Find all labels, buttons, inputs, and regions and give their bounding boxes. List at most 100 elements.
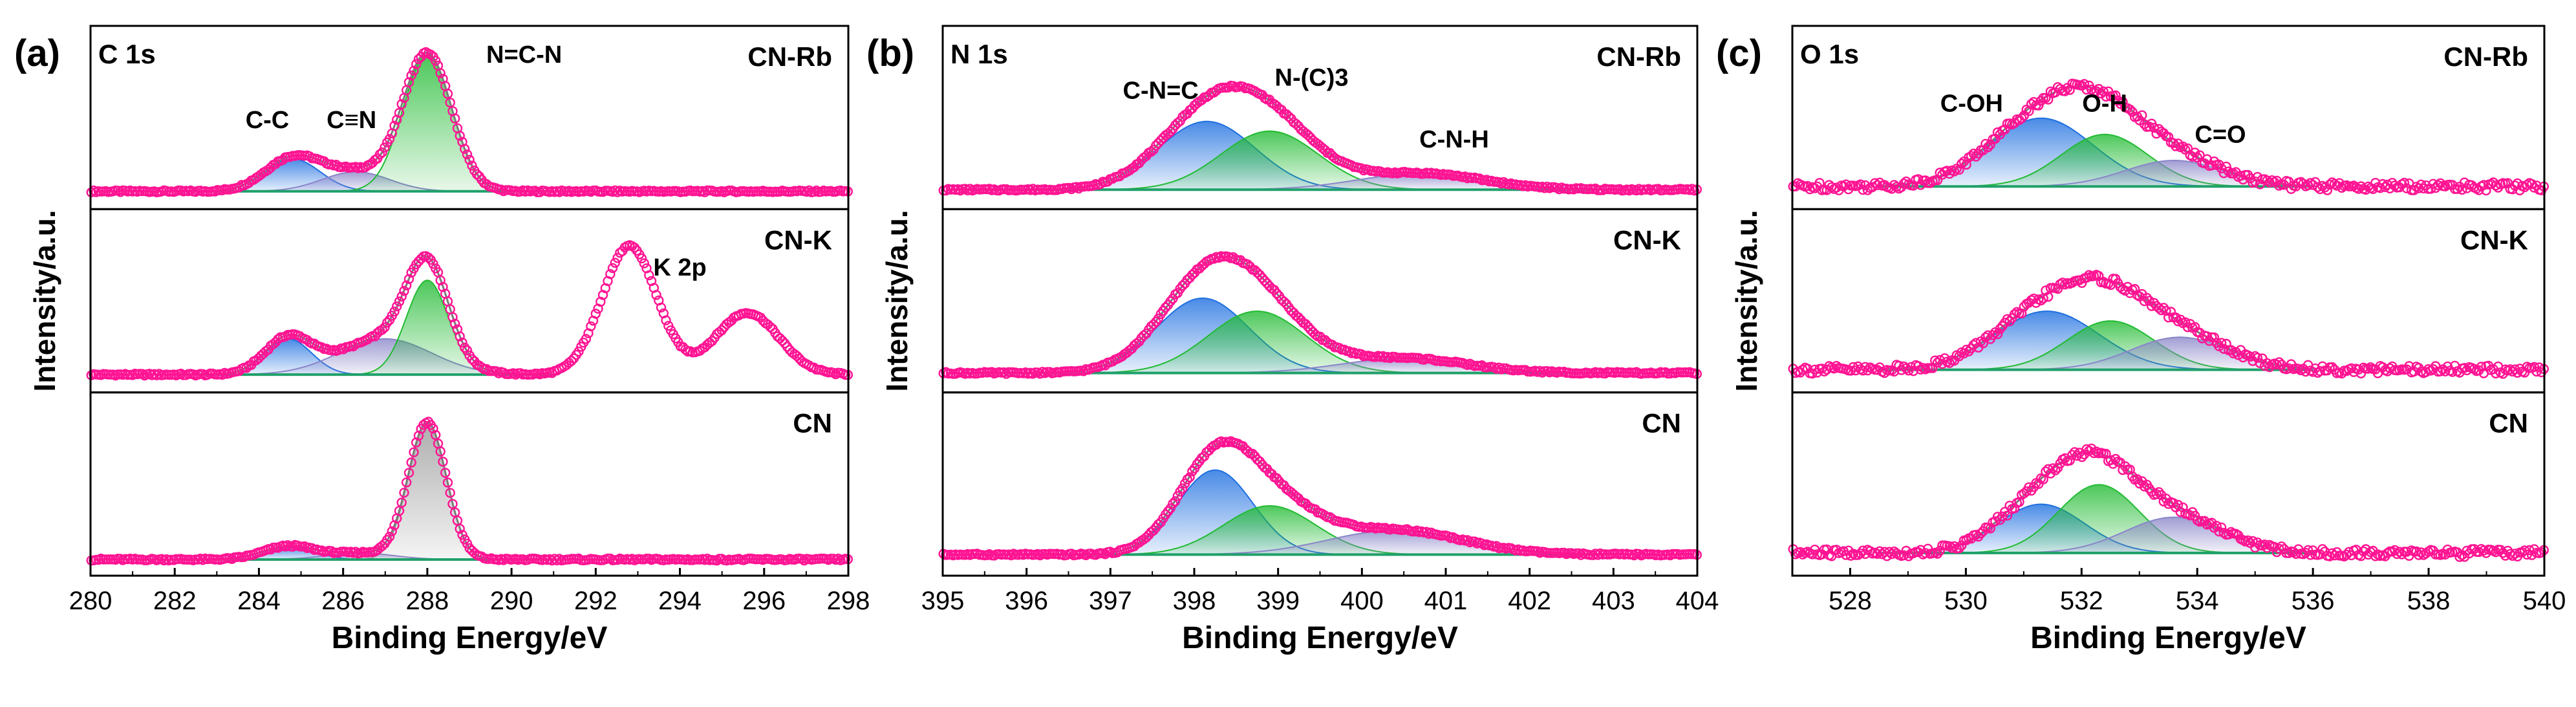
x-tick-label: 296 xyxy=(742,587,786,615)
data-point xyxy=(425,49,436,60)
data-point xyxy=(409,447,419,457)
data-point xyxy=(2291,549,2301,559)
x-axis: 528 530 532 534 536 538 540 xyxy=(1829,568,2566,615)
data-point xyxy=(394,296,405,307)
measured-data-points xyxy=(938,436,1702,561)
data-point xyxy=(2218,343,2229,354)
data-point xyxy=(2072,450,2083,461)
data-point xyxy=(1283,111,1294,122)
x-tick-label: 401 xyxy=(1424,587,1468,615)
data-point xyxy=(2158,496,2169,506)
x-axis-title: Binding Energy/eV xyxy=(332,621,608,655)
data-point xyxy=(2536,547,2547,558)
subpanel-cn-k: CN-K xyxy=(1788,208,2549,394)
data-point xyxy=(1862,185,1873,195)
data-point xyxy=(387,526,397,536)
x-tick-label: 280 xyxy=(69,587,113,615)
data-point xyxy=(2534,362,2544,373)
x-tick-label: 292 xyxy=(574,587,617,615)
data-point xyxy=(1187,270,1197,280)
data-point xyxy=(428,423,438,434)
data-point xyxy=(586,321,596,332)
data-point xyxy=(2248,536,2258,547)
data-point xyxy=(1185,472,1195,483)
x-tick-label: 400 xyxy=(1340,587,1384,615)
data-point xyxy=(435,68,445,78)
data-point xyxy=(2101,91,2111,102)
peak-annotation: C-OH xyxy=(1940,91,2003,118)
data-point xyxy=(2084,446,2094,456)
data-point xyxy=(471,169,482,179)
data-point xyxy=(394,107,405,118)
data-point xyxy=(2271,360,2282,370)
data-point xyxy=(1356,349,1366,360)
subpanel-cn: CN xyxy=(1788,391,2549,577)
data-point xyxy=(423,252,434,263)
data-point xyxy=(661,315,671,325)
x-tick-label: 532 xyxy=(2060,587,2103,615)
data-point xyxy=(377,147,387,158)
data-point xyxy=(2440,366,2451,376)
data-point xyxy=(2171,141,2181,151)
panel-1: CN-Rb C-N=C N-(C)3 C-N-H CN-K CN (b) N 1s 395 396… xyxy=(866,25,1719,655)
data-point xyxy=(2368,184,2378,194)
data-point xyxy=(2224,529,2234,539)
measured-data-points xyxy=(86,47,853,197)
data-point xyxy=(2077,451,2087,462)
data-point xyxy=(1884,547,1894,557)
data-point xyxy=(2305,178,2316,188)
data-point xyxy=(1168,499,1178,509)
x-tick-label: 404 xyxy=(1676,587,1719,615)
data-point xyxy=(2394,547,2405,557)
data-point xyxy=(1170,496,1181,506)
data-point xyxy=(1257,272,1267,283)
data-point xyxy=(2209,332,2220,343)
y-axis-title: Intensity/a.u. xyxy=(1730,210,1763,391)
data-point xyxy=(1937,358,1948,369)
sample-label: CN xyxy=(2489,408,2528,439)
data-point xyxy=(403,274,414,285)
data-point xyxy=(2180,317,2191,327)
data-point xyxy=(2259,361,2270,371)
data-point xyxy=(445,488,455,498)
data-point xyxy=(1949,166,1960,177)
data-point xyxy=(1954,164,1964,175)
data-point xyxy=(2163,132,2174,142)
data-point xyxy=(644,270,654,281)
data-point xyxy=(440,468,451,478)
data-point xyxy=(1132,338,1142,349)
data-point xyxy=(1908,180,1918,191)
data-point xyxy=(1293,312,1304,323)
measured-data-points xyxy=(1788,270,2549,379)
data-point xyxy=(2224,166,2234,177)
data-point xyxy=(765,321,776,332)
data-point xyxy=(1944,358,1955,368)
sample-label: CN-K xyxy=(764,224,832,255)
subpanel-cn: CN xyxy=(86,391,853,577)
x-tick-label: 290 xyxy=(490,587,533,615)
measured-data-points xyxy=(938,80,1702,196)
data-point xyxy=(416,254,426,264)
data-point xyxy=(1196,94,1207,105)
data-point xyxy=(1988,330,1998,340)
data-point xyxy=(2202,331,2213,342)
data-point xyxy=(1982,142,1993,153)
data-point xyxy=(2447,367,2458,377)
data-point xyxy=(1260,276,1270,286)
peak-annotation: C=O xyxy=(2195,121,2246,148)
data-point xyxy=(2189,321,2200,332)
data-point xyxy=(467,354,477,364)
data-point xyxy=(2218,168,2229,179)
data-point xyxy=(462,149,473,160)
data-point xyxy=(1985,139,1996,150)
data-point xyxy=(435,446,445,457)
data-point xyxy=(2315,549,2325,560)
data-point xyxy=(2151,128,2162,139)
x-tick-label: 397 xyxy=(1089,587,1132,615)
data-point xyxy=(1992,329,2003,340)
data-point xyxy=(1949,541,1960,552)
data-point xyxy=(651,290,661,300)
data-point xyxy=(374,149,385,160)
data-point xyxy=(406,457,416,468)
data-point xyxy=(2221,338,2231,349)
